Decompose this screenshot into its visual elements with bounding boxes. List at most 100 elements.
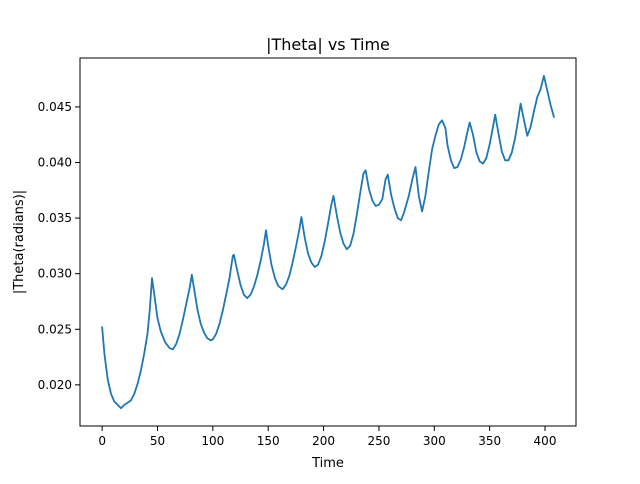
data-point — [107, 378, 109, 380]
data-point — [274, 277, 276, 279]
data-point — [365, 169, 367, 171]
data-point — [494, 114, 496, 116]
data-point — [371, 199, 373, 201]
data-point — [511, 151, 513, 154]
data-point — [222, 309, 224, 311]
data-point — [393, 207, 395, 209]
x-tick-label: 350 — [478, 434, 501, 448]
data-point — [424, 195, 426, 197]
data-point — [218, 323, 221, 325]
data-point — [193, 287, 195, 289]
data-point — [164, 342, 166, 344]
data-point — [346, 248, 348, 250]
y-tick-label: 0.045 — [38, 100, 72, 114]
data-point — [414, 166, 417, 168]
y-axis: 0.020 0.025 0.030 0.035 0.040 0.045 — [38, 100, 80, 392]
x-tick-label: 150 — [257, 434, 280, 448]
data-point — [259, 260, 262, 263]
data-point — [553, 116, 555, 118]
data-point — [479, 160, 481, 162]
data-point — [295, 246, 297, 248]
data-point — [310, 262, 312, 264]
data-point — [317, 264, 319, 266]
data-point — [428, 170, 430, 172]
data-point — [327, 223, 329, 225]
data-point — [151, 277, 153, 279]
data-point — [339, 231, 341, 234]
data-point — [120, 407, 122, 409]
data-point — [203, 332, 205, 334]
data-point — [356, 214, 358, 216]
data-point — [179, 333, 181, 335]
y-tick-label: 0.020 — [38, 378, 72, 392]
data-point — [314, 266, 316, 268]
data-point — [172, 348, 174, 350]
data-point — [533, 110, 535, 112]
data-point — [387, 174, 389, 176]
data-point — [431, 148, 433, 150]
data-point — [117, 404, 119, 406]
data-point — [497, 133, 500, 135]
x-axis: 0 50 100 150 200 250 300 350 400 — [98, 426, 556, 448]
data-point — [113, 400, 115, 403]
data-point — [196, 308, 198, 310]
data-point — [191, 274, 193, 276]
data-point — [300, 216, 302, 218]
data-point — [225, 294, 227, 296]
data-point — [378, 204, 380, 206]
data-point — [292, 262, 294, 264]
data-point — [390, 194, 392, 196]
data-point — [215, 333, 217, 335]
data-point — [332, 195, 335, 197]
data-point — [288, 275, 290, 277]
data-point — [469, 121, 471, 124]
data-point — [137, 383, 139, 385]
data-point — [501, 150, 503, 152]
data-point — [246, 297, 248, 299]
data-point — [307, 253, 309, 255]
data-point — [466, 130, 469, 132]
data-point — [530, 126, 532, 128]
data-point — [169, 347, 171, 349]
data-point — [472, 134, 474, 136]
data-point — [249, 294, 252, 296]
data-point — [263, 244, 265, 246]
data-point — [336, 215, 338, 217]
data-point — [434, 135, 436, 137]
data-point — [523, 119, 525, 121]
data-point — [143, 353, 145, 355]
data-point — [489, 144, 491, 146]
data-point — [270, 264, 273, 266]
data-point — [352, 233, 355, 235]
data-point — [441, 119, 443, 121]
data-point — [375, 205, 377, 207]
data-point — [228, 277, 231, 279]
data-point — [421, 210, 423, 212]
data-point — [324, 240, 326, 242]
data-point — [149, 308, 151, 310]
data-point — [438, 124, 440, 126]
data-point — [175, 343, 177, 345]
data-point — [101, 326, 103, 328]
data-point — [330, 204, 332, 206]
data-point — [408, 195, 410, 197]
data-point — [517, 117, 520, 119]
x-tick-label: 400 — [534, 434, 557, 448]
x-axis-label: Time — [311, 456, 344, 471]
data-point — [103, 353, 105, 355]
data-point — [526, 135, 528, 137]
data-point — [447, 145, 449, 147]
data-point — [267, 245, 269, 247]
y-tick-label: 0.040 — [38, 156, 72, 170]
y-tick-label: 0.030 — [38, 267, 72, 281]
x-tick-label: 200 — [312, 434, 335, 448]
data-point — [368, 188, 370, 190]
x-tick-label: 100 — [201, 434, 224, 448]
data-point — [277, 285, 279, 287]
data-point — [160, 330, 162, 333]
axes-frame — [79, 57, 577, 427]
data-point — [243, 294, 245, 296]
